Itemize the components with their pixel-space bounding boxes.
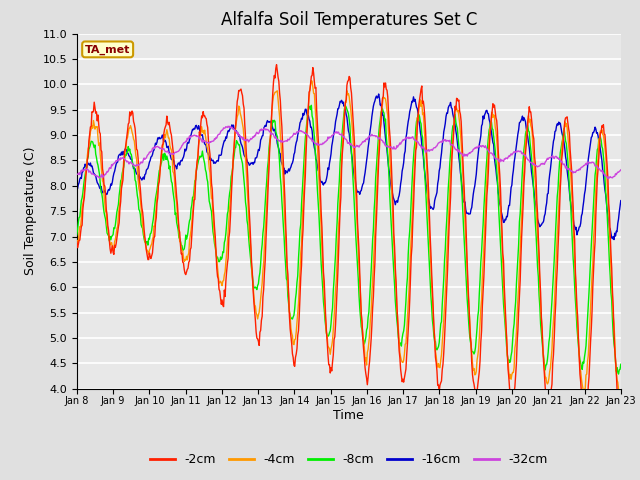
Title: Alfalfa Soil Temperatures Set C: Alfalfa Soil Temperatures Set C bbox=[221, 11, 477, 29]
Legend: -2cm, -4cm, -8cm, -16cm, -32cm: -2cm, -4cm, -8cm, -16cm, -32cm bbox=[145, 448, 553, 471]
Text: TA_met: TA_met bbox=[85, 44, 131, 55]
Y-axis label: Soil Temperature (C): Soil Temperature (C) bbox=[24, 147, 37, 276]
X-axis label: Time: Time bbox=[333, 409, 364, 422]
